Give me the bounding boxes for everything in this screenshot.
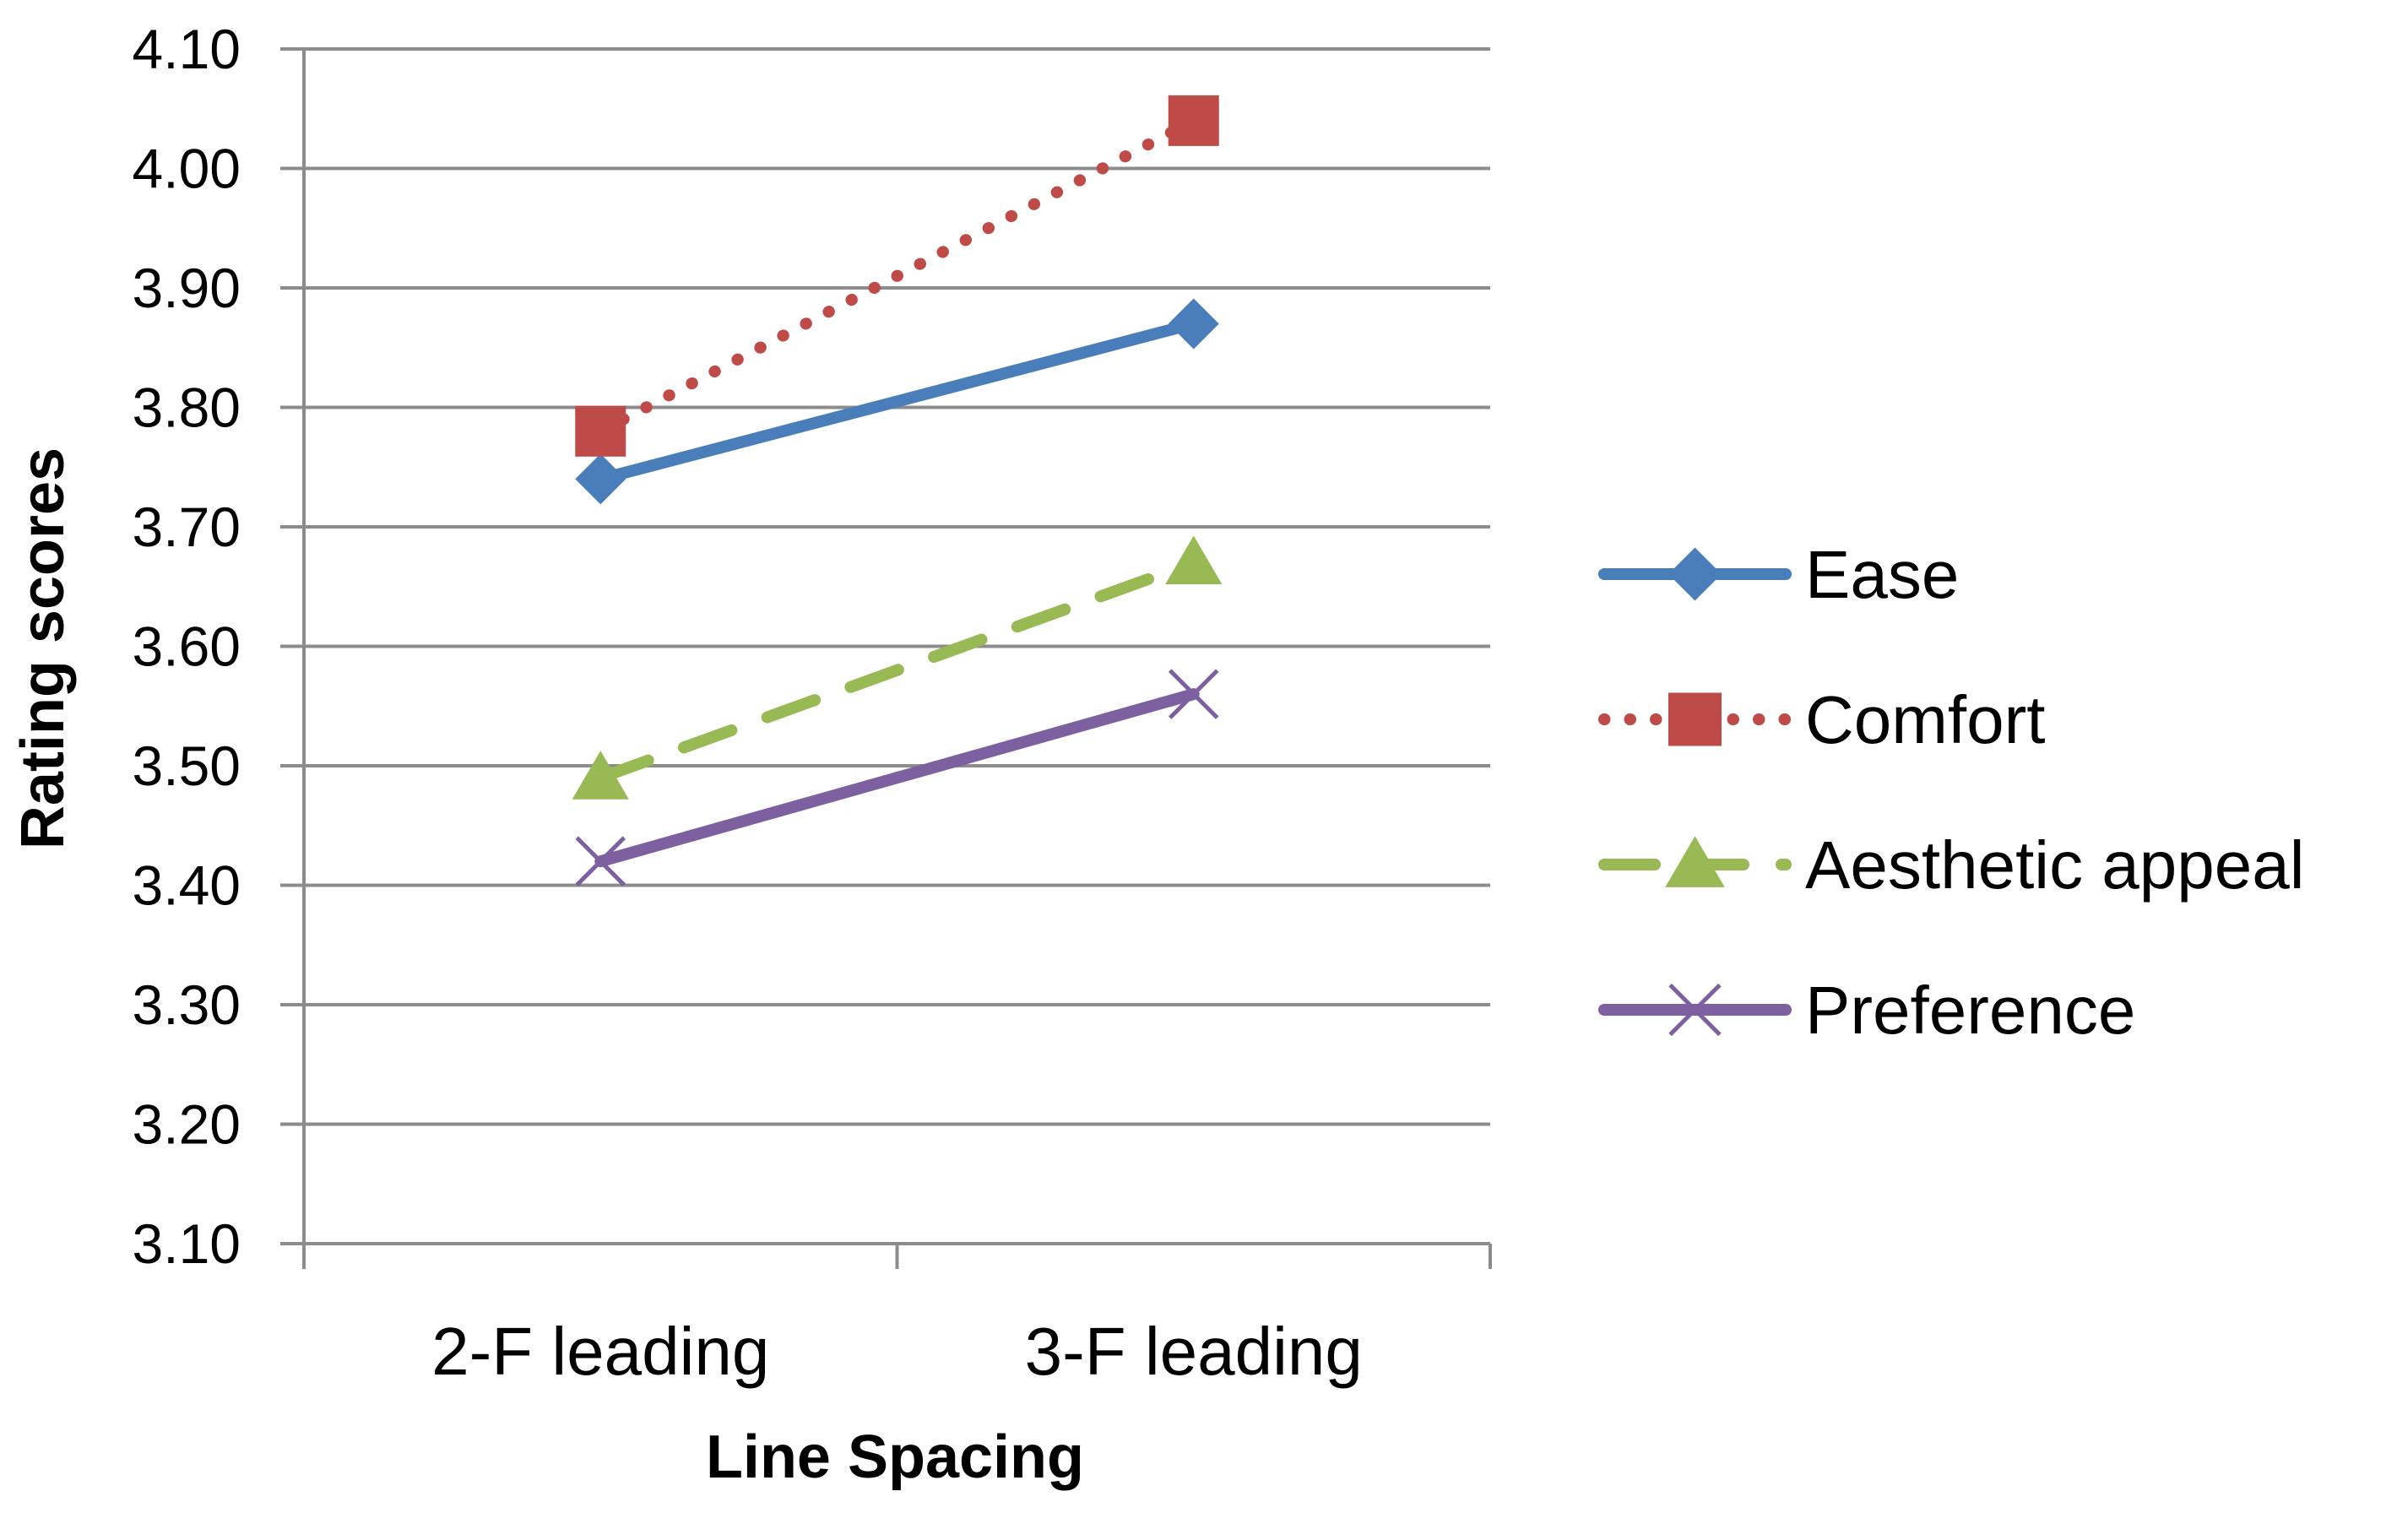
series-line-comfort — [594, 114, 1200, 437]
series-lines — [572, 95, 1223, 887]
x-tick-label: 2-F leading — [431, 1314, 769, 1389]
x-axis-title: Line Spacing — [706, 1423, 1084, 1491]
data-point-preference — [1168, 669, 1219, 719]
data-point-preference — [575, 836, 626, 887]
y-tick-label: 3.40 — [133, 854, 241, 917]
y-tick-label: 3.50 — [133, 735, 241, 797]
data-point-aesthetic-appeal — [1165, 535, 1223, 585]
gridlines — [280, 47, 1490, 1245]
legend-marker — [1665, 836, 1725, 887]
data-point-comfort — [1168, 95, 1219, 146]
data-point-ease — [1168, 298, 1219, 350]
legend-item-ease: Ease — [1598, 537, 1959, 612]
legend-item-aesthetic-appeal: Aesthetic appeal — [1598, 827, 2305, 903]
series-line-preference — [594, 688, 1200, 868]
legend-label: Preference — [1805, 973, 2135, 1048]
axes: 3.10 3.20 3.30 3.40 3.50 3.60 3.70 3.80 3.90 4.00… — [133, 18, 1492, 1389]
axis-labels: Rating scores Line Spacing — [9, 447, 1084, 1491]
y-tick-label: 4.00 — [133, 138, 241, 200]
y-tick-label: 3.80 — [133, 377, 241, 439]
legend-marker — [1668, 983, 1722, 1037]
y-tick-label: 3.30 — [133, 973, 241, 1036]
legend-marker — [1668, 692, 1722, 746]
series-line-ease — [594, 317, 1200, 485]
legend-label: Ease — [1805, 537, 1959, 612]
marker-stroke — [575, 836, 626, 887]
y-tick-label: 3.90 — [133, 257, 241, 319]
x-tick-label: 3-F leading — [1025, 1314, 1363, 1389]
legend-label: Comfort — [1805, 682, 2046, 757]
data-point-ease — [575, 453, 626, 505]
marker-stroke — [1668, 983, 1722, 1037]
y-tick-label: 3.60 — [133, 615, 241, 678]
data-point-aesthetic-appeal — [572, 751, 629, 800]
series-line-aesthetic-appeal — [594, 556, 1200, 784]
legend-label: Aesthetic appeal — [1805, 827, 2305, 903]
legend-item-preference: Preference — [1598, 973, 2135, 1048]
y-tick-label: 3.70 — [133, 496, 241, 558]
marker-stroke — [1168, 669, 1219, 719]
y-tick-label: 4.10 — [133, 18, 241, 80]
y-axis-title: Rating scores — [9, 447, 77, 849]
legend-marker — [1668, 547, 1722, 601]
y-tick-label: 3.20 — [133, 1093, 241, 1156]
data-point-comfort — [575, 405, 626, 457]
y-tick-label: 3.10 — [133, 1212, 241, 1275]
legend: Ease Comfort Aesthetic appeal Preference — [1598, 537, 2305, 1048]
legend-item-comfort: Comfort — [1598, 682, 2046, 757]
